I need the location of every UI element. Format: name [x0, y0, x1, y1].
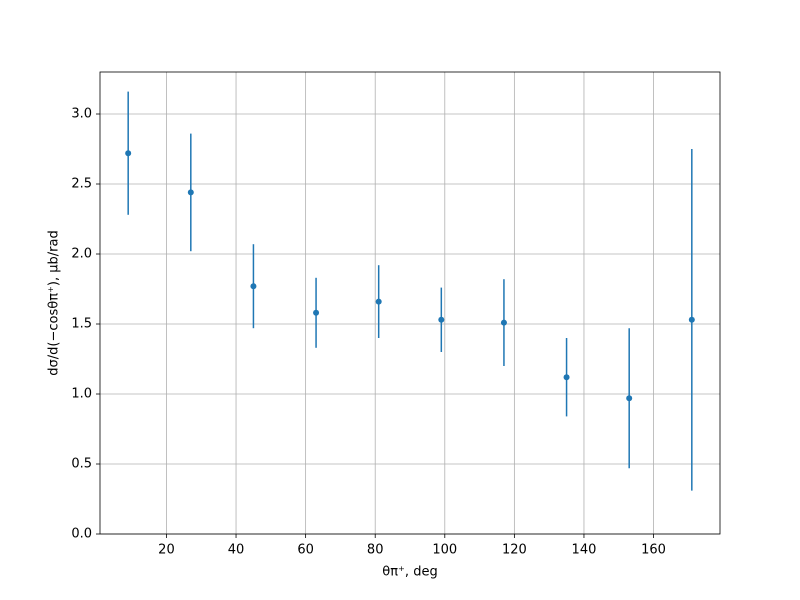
x-tick-label: 120	[502, 543, 527, 558]
x-tick-label: 40	[228, 543, 245, 558]
data-point	[500, 319, 507, 326]
x-tick-label: 140	[572, 543, 597, 558]
x-tick-label: 100	[432, 543, 457, 558]
y-tick-label: 1.0	[71, 387, 92, 402]
data-point	[313, 309, 320, 316]
y-tick-label: 2.5	[71, 177, 92, 192]
y-tick-label: 1.5	[71, 317, 92, 332]
y-tick-label: 0.0	[71, 527, 92, 542]
x-tick-label: 80	[367, 543, 384, 558]
data-point	[626, 395, 633, 402]
y-tick-label: 0.5	[71, 457, 92, 472]
x-tick-label: 160	[641, 543, 666, 558]
y-tick-label: 2.0	[71, 247, 92, 262]
data-point	[375, 298, 382, 305]
data-point	[125, 150, 132, 157]
x-tick-label: 20	[158, 543, 175, 558]
data-point	[688, 316, 695, 323]
x-axis-label: θπ⁺, deg	[382, 565, 437, 580]
data-point	[250, 283, 257, 290]
data-point	[438, 316, 445, 323]
data-point	[187, 189, 194, 196]
x-tick-label: 60	[297, 543, 314, 558]
data-point	[563, 374, 570, 381]
y-tick-label: 3.0	[71, 107, 92, 122]
plot-frame	[99, 71, 721, 535]
y-axis-label: dσ/d(−cosθπ⁺), μb/rad	[47, 230, 62, 375]
